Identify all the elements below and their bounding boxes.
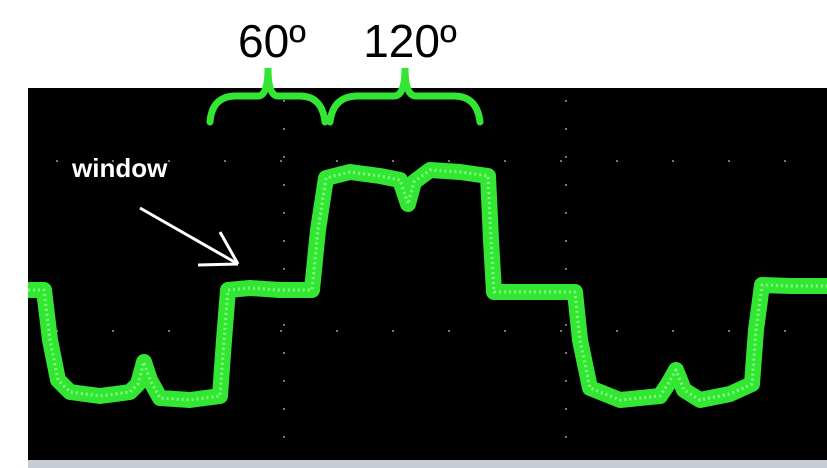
scope-figure: 60º 120º window [0,0,827,468]
grid-dot [784,330,786,332]
grid-dot [565,380,567,382]
grid-dot [565,352,567,354]
grid-dot [283,436,285,438]
grid-dot [565,324,567,326]
grid-dot [504,160,506,162]
grid-dot [565,128,567,130]
grid-dot [224,160,226,162]
grid-dot [565,436,567,438]
grid-dot [280,160,282,162]
grid-dot [283,268,285,270]
grid-dot [565,408,567,410]
grid-dot [616,160,618,162]
grid-dot [168,330,170,332]
grid-dot [336,330,338,332]
angle-label: 60º [238,15,306,67]
grid-dot [283,240,285,242]
angle-label: 120º [363,15,457,67]
grid-dot [283,352,285,354]
grid-dot [728,160,730,162]
grid-dot [168,160,170,162]
screen-border [28,460,827,468]
grid-dot [283,212,285,214]
grid-dot [448,160,450,162]
grid-dot [728,330,730,332]
grid-dot [283,324,285,326]
grid-dot [283,184,285,186]
grid-dot [565,212,567,214]
page: 60º 120º window (() => { const data = JS… [0,0,827,468]
grid-dot [565,268,567,270]
grid-dot [392,330,394,332]
grid-dot [672,330,674,332]
grid-dot [112,330,114,332]
grid-dot [565,184,567,186]
grid-dot [616,330,618,332]
grid-dot [448,330,450,332]
grid-dot [565,156,567,158]
grid-dot [392,160,394,162]
grid-dot [283,380,285,382]
grid-dot [336,160,338,162]
grid-dot [784,160,786,162]
grid-dot [283,408,285,410]
grid-dot [565,240,567,242]
grid-dot [283,156,285,158]
grid-dot [672,160,674,162]
grid-dot [283,100,285,102]
grid-dot [283,128,285,130]
grid-dot [504,330,506,332]
grid-dot [565,100,567,102]
grid-dot [56,160,58,162]
grid-dot [560,160,562,162]
grid-dot [560,330,562,332]
window-label: window [71,153,168,183]
grid-dot [280,330,282,332]
